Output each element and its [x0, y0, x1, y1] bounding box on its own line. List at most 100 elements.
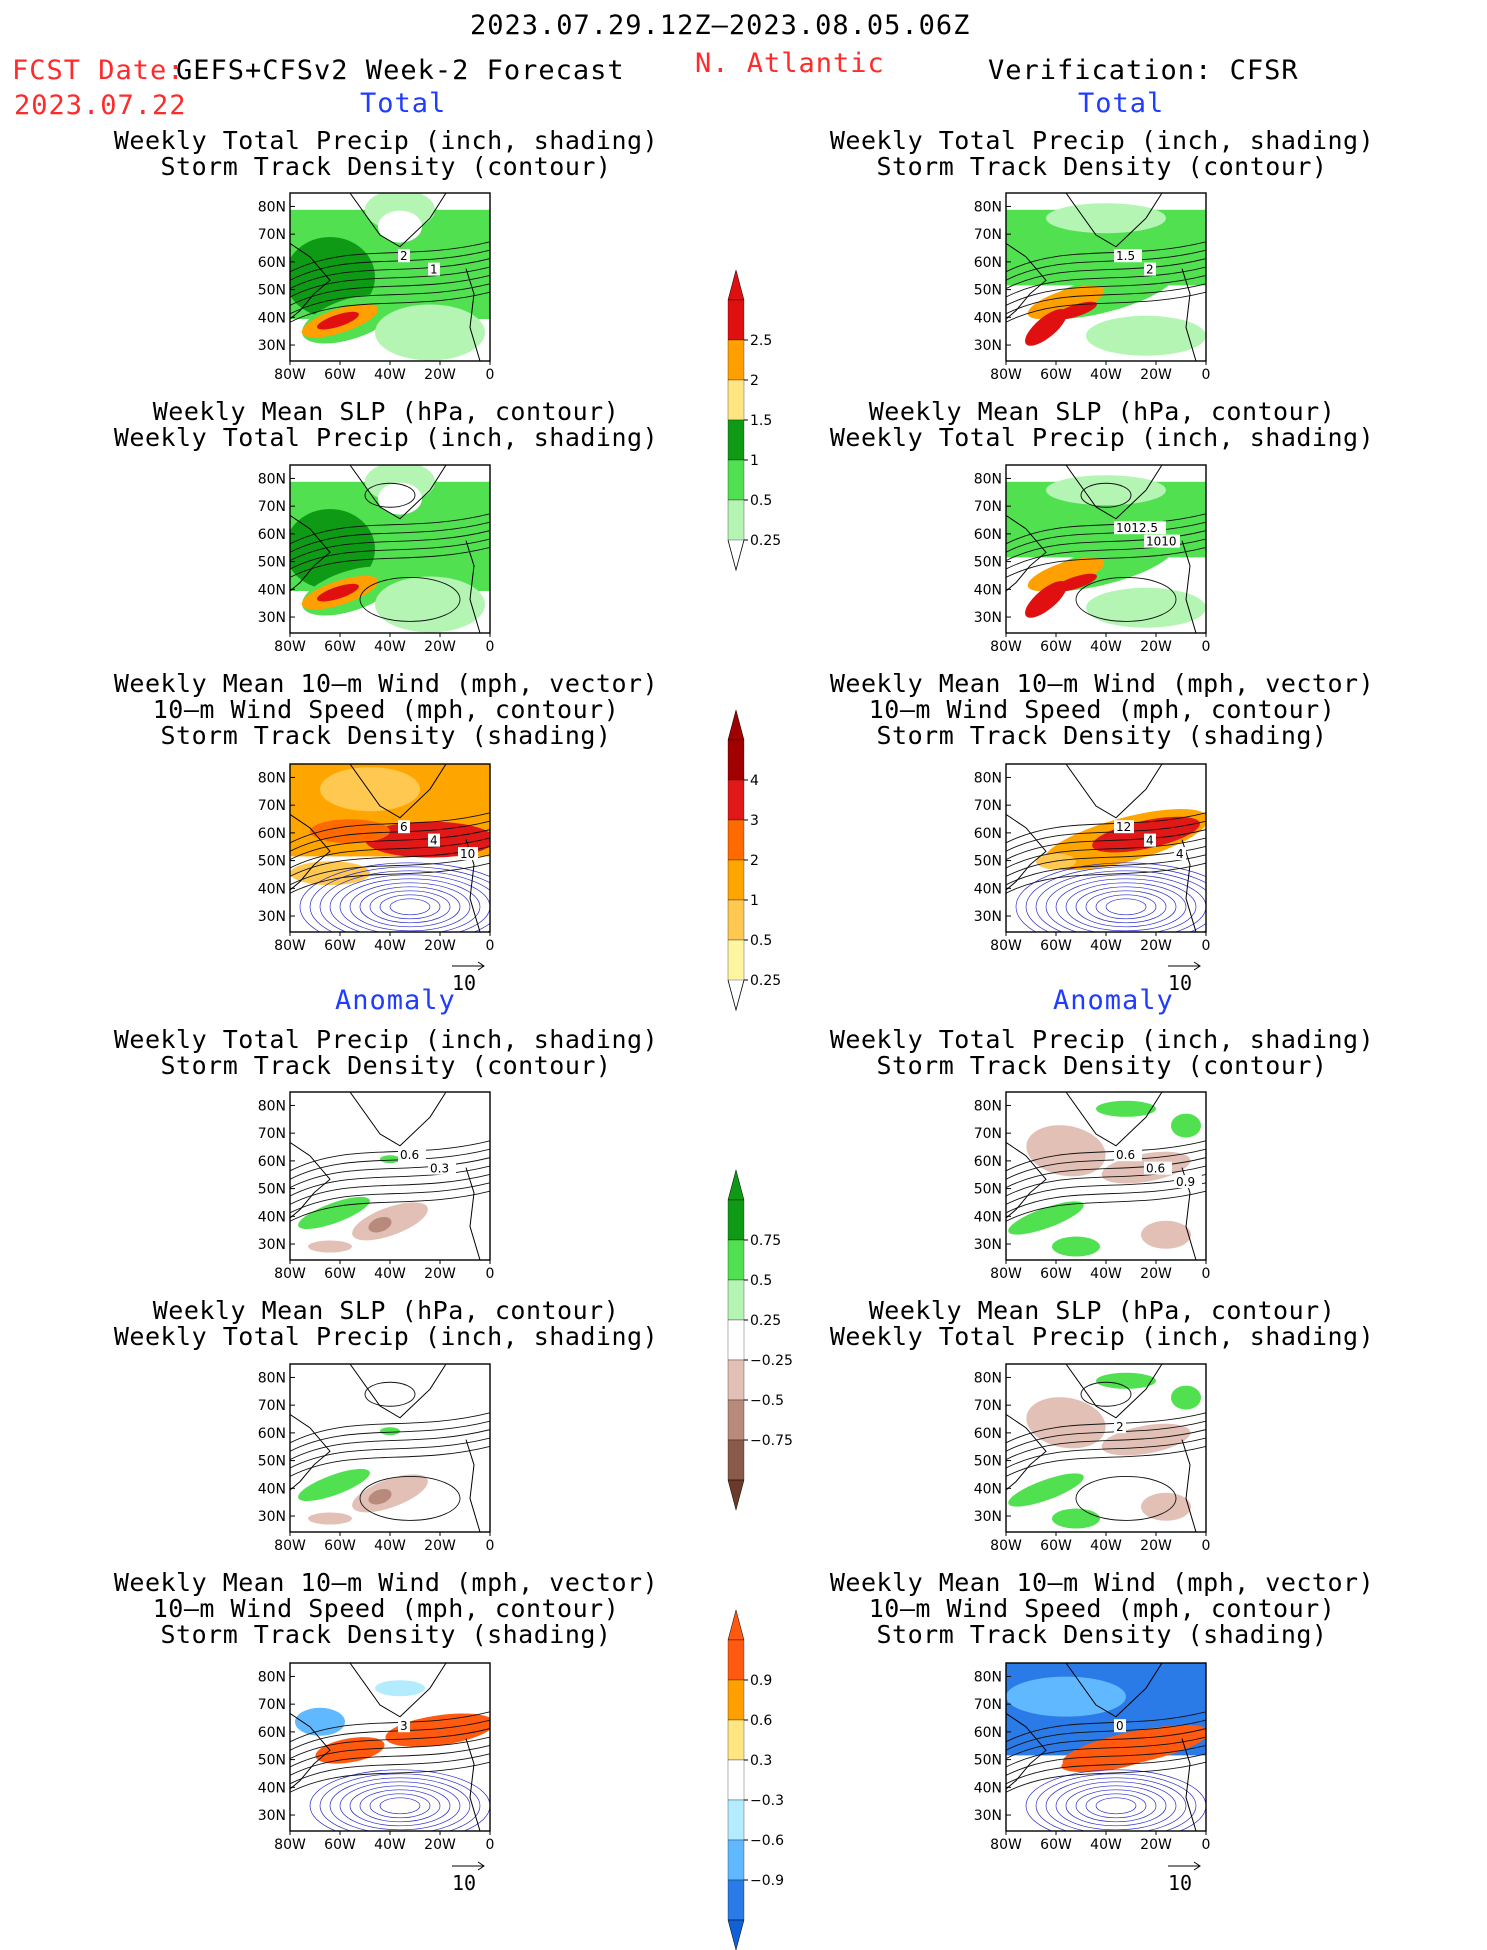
- lon-tick-label: 20W: [424, 367, 456, 383]
- lon-tick-label: 60W: [1040, 639, 1072, 655]
- lat-tick-label: 50N: [974, 283, 1002, 299]
- lat-tick-label: 40N: [974, 582, 1002, 598]
- colorbar-label: 0.75: [750, 1233, 781, 1249]
- panel-title-line: Storm Track Density (contour): [160, 152, 612, 181]
- lon-tick-label: 0: [1202, 938, 1211, 954]
- map-panel: 80N 70N 60N 50N 40N 30N 80W 60W 40W 20W 0 0.6 0.6 0.9: [974, 1091, 1211, 1282]
- lat-tick-label: 60N: [974, 255, 1002, 271]
- panel-title-line: Weekly Mean 10–m Wind (mph, vector): [113, 669, 659, 698]
- lat-tick-label: 70N: [974, 798, 1002, 814]
- lat-tick-label: 50N: [974, 1454, 1002, 1470]
- lat-tick-label: 60N: [974, 527, 1002, 543]
- verification-label: Verification: CFSR: [988, 55, 1299, 86]
- lat-tick-label: 60N: [974, 826, 1002, 842]
- lon-tick-label: 0: [486, 1538, 495, 1554]
- colorbar-label: 0.5: [750, 1273, 772, 1289]
- lat-tick-label: 50N: [974, 854, 1002, 870]
- lat-tick-label: 70N: [258, 1697, 286, 1713]
- lat-tick-label: 50N: [258, 1753, 286, 1769]
- lat-tick-label: 40N: [258, 1481, 286, 1497]
- panel-title-line: Weekly Mean 10–m Wind (mph, vector): [829, 669, 1375, 698]
- lat-tick-label: 30N: [974, 1237, 1002, 1253]
- map-panel: 80N 70N 60N 50N 40N 30N 80W 60W 40W 20W 0 6 4 10: [258, 763, 494, 954]
- colorbar-label: 2.5: [750, 333, 772, 349]
- lat-tick-label: 60N: [258, 1426, 286, 1442]
- lat-tick-label: 70N: [258, 499, 286, 515]
- panel-title-line: Weekly Mean 10–m Wind (mph, vector): [829, 1568, 1375, 1597]
- lat-tick-label: 50N: [258, 283, 286, 299]
- lon-tick-label: 0: [1202, 639, 1211, 655]
- lon-tick-label: 0: [1202, 1837, 1211, 1853]
- panel-title-line: Weekly Total Precip (inch, shading): [113, 126, 659, 155]
- panel-title-line: 10–m Wind Speed (mph, contour): [152, 1594, 620, 1623]
- panel-title-line: Weekly Total Precip (inch, shading): [113, 423, 659, 452]
- lon-tick-label: 60W: [1040, 1538, 1072, 1554]
- panel-title-line: 10–m Wind Speed (mph, contour): [868, 1594, 1336, 1623]
- lat-tick-label: 70N: [258, 227, 286, 243]
- map-panel: 80N 70N 60N 50N 40N 30N 80W 60W 40W 20W 0 3: [258, 1662, 494, 1853]
- panel-title-line: 10–m Wind Speed (mph, contour): [152, 695, 620, 724]
- lon-tick-label: 60W: [1040, 1837, 1072, 1853]
- lon-tick-label: 20W: [424, 1266, 456, 1282]
- panel-title-line: Storm Track Density (shading): [876, 1620, 1328, 1649]
- colorbar-label: 0.5: [750, 933, 772, 949]
- lon-tick-label: 60W: [324, 1837, 356, 1853]
- anomaly-right-label: Anomaly: [1053, 985, 1174, 1016]
- lat-tick-label: 30N: [258, 338, 286, 354]
- lat-tick-label: 80N: [974, 199, 1002, 215]
- lat-tick-label: 30N: [258, 1808, 286, 1824]
- lon-tick-label: 60W: [324, 639, 356, 655]
- colorbar-label: 0.5: [750, 493, 772, 509]
- lon-tick-label: 60W: [324, 367, 356, 383]
- colorbar-label: −0.5: [750, 1393, 784, 1409]
- lat-tick-label: 70N: [974, 1126, 1002, 1142]
- colorbar-label: −0.9: [750, 1873, 784, 1889]
- contour-label: 4: [1176, 847, 1184, 861]
- lon-tick-label: 20W: [1140, 639, 1172, 655]
- lat-tick-label: 40N: [258, 1780, 286, 1796]
- lat-tick-label: 80N: [974, 471, 1002, 487]
- region-title: N. Atlantic: [695, 48, 885, 79]
- vector-reference: 10: [1168, 1861, 1201, 1895]
- panel-title-line: Weekly Mean SLP (hPa, contour): [868, 397, 1336, 426]
- map-panel: 80N 70N 60N 50N 40N 30N 80W 60W 40W 20W 0 2: [974, 1363, 1210, 1554]
- vector-reference: 10: [452, 961, 485, 995]
- colorbar: 2.5 2 1.5 1 0.5 0.25: [727, 269, 781, 572]
- panel-title-line: Weekly Mean SLP (hPa, contour): [152, 397, 620, 426]
- lat-tick-label: 80N: [258, 471, 286, 487]
- contour-label: 1.5: [1116, 249, 1135, 263]
- lat-tick-label: 50N: [258, 555, 286, 571]
- map-panel: 80N 70N 60N 50N 40N 30N 80W 60W 40W 20W 0 0: [974, 1662, 1211, 1853]
- contour-label: 2: [1146, 263, 1154, 277]
- lat-tick-label: 80N: [258, 199, 286, 215]
- lon-tick-label: 0: [486, 367, 495, 383]
- panel-title-line: Storm Track Density (contour): [876, 152, 1328, 181]
- contour-label: 2: [400, 249, 408, 263]
- lon-tick-label: 80W: [990, 367, 1022, 383]
- colorbar-label: 0.6: [750, 1713, 772, 1729]
- map-panel: 80N 70N 60N 50N 40N 30N 80W 60W 40W 20W 0 12 4 4: [974, 763, 1211, 954]
- contour-label: 3: [400, 1719, 408, 1733]
- colorbar: 0.75 0.5 0.25 −0.25 −0.5 −0.75: [727, 1169, 793, 1511]
- anomaly-left-label: Anomaly: [335, 985, 456, 1016]
- map-panel: 80N 70N 60N 50N 40N 30N 80W 60W 40W 20W 0 2 1: [258, 192, 495, 383]
- lat-tick-label: 40N: [974, 1780, 1002, 1796]
- panel-title-line: Weekly Mean 10–m Wind (mph, vector): [113, 1568, 659, 1597]
- lat-tick-label: 40N: [974, 1481, 1002, 1497]
- colorbar-label: 0.25: [750, 973, 781, 989]
- contour-label: 10: [460, 847, 475, 861]
- panel-title-line: Weekly Mean SLP (hPa, contour): [868, 1296, 1336, 1325]
- contour-label: 0.6: [1146, 1162, 1165, 1176]
- panel-title-line: Weekly Total Precip (inch, shading): [829, 1322, 1375, 1351]
- lat-tick-label: 60N: [974, 1154, 1002, 1170]
- panel-title-line: Weekly Total Precip (inch, shading): [829, 423, 1375, 452]
- lat-tick-label: 80N: [974, 1098, 1002, 1114]
- lon-tick-label: 0: [1202, 1266, 1211, 1282]
- lon-tick-label: 60W: [1040, 1266, 1072, 1282]
- colorbar-label: 0.3: [750, 1753, 772, 1769]
- lon-tick-label: 60W: [324, 1538, 356, 1554]
- contour-label: 1010: [1146, 535, 1177, 549]
- lat-tick-label: 70N: [974, 227, 1002, 243]
- lat-tick-label: 40N: [974, 881, 1002, 897]
- contour-label: 0.6: [400, 1148, 419, 1162]
